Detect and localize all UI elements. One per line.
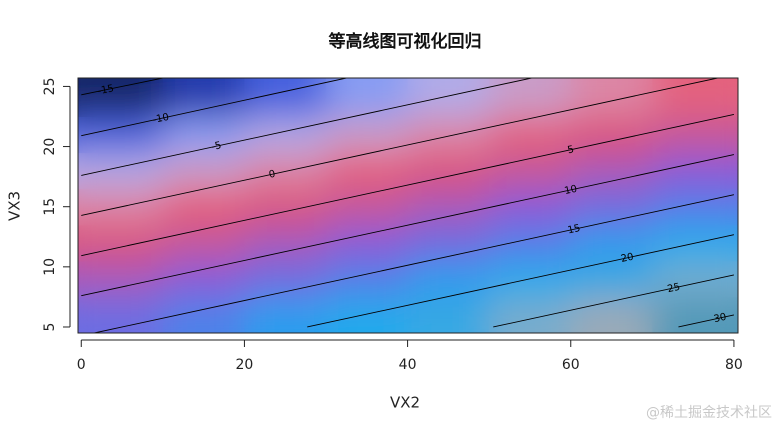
heat-tile-smooth [489, 188, 572, 226]
y-tick-label: 15 [42, 198, 58, 216]
heat-tile-smooth [78, 116, 164, 154]
contour-label: 5 [567, 144, 576, 156]
heat-tile-smooth [162, 188, 245, 226]
contour-label: 10 [563, 184, 578, 197]
heat-tile-smooth [652, 296, 738, 333]
contour-label: 25 [666, 282, 681, 295]
heat-tile-smooth [244, 224, 327, 262]
contour-label: 20 [620, 252, 635, 265]
contour-line [81, 78, 718, 216]
contour-line [81, 78, 347, 137]
heat-tile-smooth [489, 116, 572, 154]
heatmap-smooth [78, 78, 738, 333]
heat-tile-smooth [652, 224, 738, 262]
contour-label: -15 [97, 83, 115, 97]
watermark: @稀土掘金技术社区 [646, 405, 772, 421]
x-tick-label: 40 [399, 357, 417, 373]
y-axis-label: VX3 [6, 191, 24, 221]
heat-tile-smooth [162, 224, 245, 262]
y-tick-label: 20 [42, 138, 58, 156]
heat-tile-smooth [570, 260, 653, 298]
heat-tile-smooth [489, 78, 572, 117]
x-tick-label: 60 [562, 357, 580, 373]
heat-tile-smooth [489, 296, 572, 333]
heat-tile-smooth [652, 188, 738, 226]
heat-tile-smooth [326, 116, 409, 154]
contour-line [81, 78, 532, 176]
heat-tile-smooth [570, 296, 653, 333]
heat-tile-smooth [326, 260, 409, 298]
heat-tile-smooth [570, 224, 653, 262]
heat-tile-smooth [652, 152, 738, 190]
heat-tile-smooth [570, 78, 653, 117]
heat-tile-smooth [570, 188, 653, 226]
heat-tile-smooth [407, 188, 490, 226]
x-tick-label: 20 [236, 357, 254, 373]
heat-tile-smooth [407, 296, 490, 333]
heat-tile-smooth [407, 78, 490, 117]
x-tick-label: 80 [725, 357, 743, 373]
heat-tile-smooth [162, 296, 245, 333]
heat-tile-smooth [244, 188, 327, 226]
contour-label: 0 [268, 169, 277, 181]
contour-label: -5 [210, 140, 222, 153]
heat-tile-smooth [326, 188, 409, 226]
heat-tile-smooth [244, 116, 327, 154]
y-tick-label: 10 [42, 258, 58, 276]
heat-tile-smooth [407, 224, 490, 262]
heat-tile-smooth [326, 152, 409, 190]
contour-line [493, 274, 735, 328]
y-tick-label: 25 [42, 78, 58, 96]
contour-line [94, 194, 735, 333]
contour-label: 30 [713, 312, 728, 325]
chart-title: 等高线图可视化回归 [329, 31, 482, 52]
heat-tile-smooth [244, 152, 327, 190]
heat-tile-smooth [326, 224, 409, 262]
contour-line [81, 78, 163, 96]
heat-tile-smooth [652, 116, 738, 154]
x-axis-label: VX2 [390, 394, 420, 412]
heat-tile-smooth [489, 224, 572, 262]
contours: -15 -10 -5 0 5 10 15 20 25 30 [81, 78, 735, 333]
heat-tile-smooth [570, 152, 653, 190]
heat-tile-smooth [244, 78, 327, 117]
axes: 0 20 40 60 80 5 10 15 20 25 [42, 78, 743, 373]
contour-line [678, 314, 735, 328]
contour-line [307, 234, 735, 328]
heat-tile-smooth [78, 78, 164, 117]
contour-label: 15 [567, 223, 582, 236]
heat-tile-smooth [326, 78, 409, 117]
heat-tile-smooth [78, 188, 164, 226]
x-tick-label: 0 [77, 357, 86, 373]
heat-tile-smooth [78, 152, 164, 190]
heat-tile-smooth [407, 116, 490, 154]
heat-tile-smooth [244, 296, 327, 333]
heat-tile-smooth [652, 78, 738, 117]
heat-tile-smooth [78, 260, 164, 298]
contour-line [81, 154, 735, 297]
heat-tile-smooth [78, 224, 164, 262]
heat-tile-smooth [162, 260, 245, 298]
contour-line [81, 114, 735, 257]
heat-tile-smooth [162, 152, 245, 190]
heat-tile-smooth [407, 152, 490, 190]
heat-tile-smooth [652, 260, 738, 298]
heatmap [78, 78, 738, 333]
heat-tile-smooth [326, 296, 409, 333]
plot-frame [77, 77, 739, 334]
contour-label: -10 [152, 112, 170, 126]
heat-tile-smooth [162, 78, 245, 117]
y-tick-label: 5 [42, 323, 58, 332]
heat-tile-smooth [78, 296, 164, 333]
heat-tile-smooth [407, 260, 490, 298]
heat-tile-smooth [162, 116, 245, 154]
